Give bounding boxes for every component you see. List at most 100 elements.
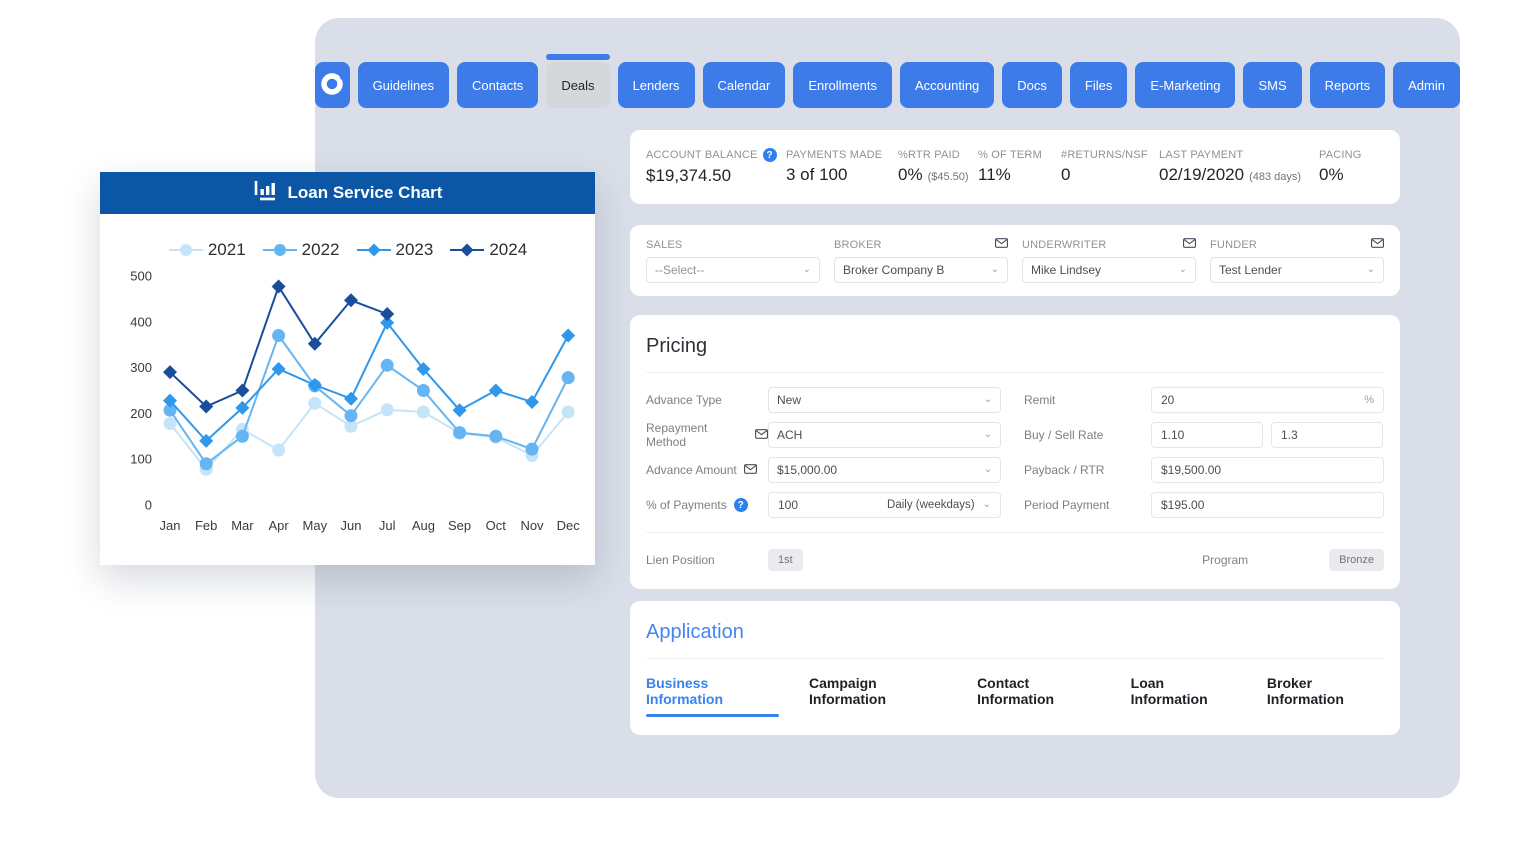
nav-item-lenders[interactable]: Lenders [617,62,695,108]
nav-item-deals[interactable]: Deals [546,54,610,108]
tab-loan-information[interactable]: Loan Information [1131,675,1237,717]
divider [646,372,1384,373]
payment-frequency-select[interactable]: Daily (weekdays) ⌄ [887,499,991,511]
nav-label: Deals [561,77,595,93]
svg-text:Jul: Jul [379,518,396,533]
underwriter-select[interactable]: Mike Lindsey ⌄ [1022,257,1196,283]
envelope-icon[interactable] [1370,238,1385,251]
period-payment-row: Period Payment $195.00 [1024,492,1384,518]
app-logo-button[interactable] [315,62,350,108]
advance-type-select[interactable]: New ⌄ [768,387,1001,413]
svg-text:300: 300 [130,360,152,375]
stat-value: 11% [978,165,1011,184]
field-label: FUNDER [1210,238,1258,251]
payback-rtr-input[interactable]: $19,500.00 [1151,457,1384,483]
buy-rate-input[interactable]: 1.10 [1151,422,1263,448]
envelope-icon[interactable] [754,428,769,442]
tab-business-information[interactable]: Business Information [646,675,780,717]
nav-item-calendar[interactable]: Calendar [702,62,786,108]
legend-item-2023[interactable]: 2023 [356,240,433,260]
stat-pacing: PACING 0% [1319,149,1384,185]
tab-label: Broker Information [1266,675,1344,707]
input-value: 20 [1161,393,1175,407]
stat-label: LAST PAYMENT [1159,149,1244,161]
nav-item-admin[interactable]: Admin [1393,62,1460,108]
stat-label: %RTR PAID [898,149,960,161]
nav-item-files[interactable]: Files [1069,62,1128,108]
field-label: % of Payments [646,498,727,512]
percent-of-payments-row: % of Payments? 100 Daily (weekdays) ⌄ [646,492,1001,518]
field-label: UNDERWRITER [1022,238,1107,251]
nav-label: Accounting [914,77,980,93]
envelope-icon[interactable] [1182,238,1197,251]
help-icon[interactable]: ? [762,148,777,162]
chevron-down-icon: ⌄ [1178,264,1187,275]
repayment-method-select[interactable]: ACH ⌄ [768,422,1001,448]
sell-rate-input[interactable]: 1.3 [1271,422,1383,448]
remit-input[interactable]: 20% [1151,387,1384,413]
tab-contact-information[interactable]: Contact Information [977,675,1101,717]
lien-position-badge: 1st [768,549,803,571]
svg-text:400: 400 [130,314,152,329]
help-icon[interactable]: ? [733,498,748,512]
svg-text:Dec: Dec [557,518,581,533]
tab-broker-information[interactable]: Broker Information [1267,675,1384,717]
divider [646,658,1384,659]
nav-item-docs[interactable]: Docs [1002,62,1062,108]
tab-campaign-information[interactable]: Campaign Information [809,675,947,717]
legend-marker-icon [168,244,203,256]
envelope-icon[interactable] [743,463,757,477]
percent-of-payments-input[interactable]: 100 Daily (weekdays) ⌄ [768,492,1001,518]
nav-item-guidelines[interactable]: Guidelines [357,62,449,108]
svg-text:200: 200 [130,406,152,421]
underwriter-column: UNDERWRITER Mike Lindsey ⌄ [1022,238,1197,283]
nav-item-reports[interactable]: Reports [1309,62,1386,108]
advance-amount-select[interactable]: $15,000.00 ⌄ [768,457,1001,483]
nav-item-accounting[interactable]: Accounting [899,62,995,108]
legend-item-2024[interactable]: 2024 [449,240,527,260]
divider [646,532,1384,533]
envelope-icon[interactable] [994,238,1009,251]
funder-column: FUNDER Test Lender ⌄ [1210,238,1385,283]
loan-service-line-chart: 0 100 200 300 400 500 Jan Feb Mar Apr May Jun Jul Aug… [130,269,581,534]
nav-label: Enrollments [808,77,877,93]
application-title: Application [646,621,744,643]
field-label: BROKER [834,238,882,251]
select-value: Daily (weekdays) [887,499,975,511]
nav-label: Contacts [472,77,524,93]
broker-select[interactable]: Broker Company B ⌄ [834,257,1008,283]
period-payment-input[interactable]: $195.00 [1151,492,1384,518]
advance-type-row: Advance Type New ⌄ [646,387,1001,413]
sales-select[interactable]: --Select-- ⌄ [646,256,820,283]
input-value: $19,500.00 [1161,463,1222,477]
nav-item-e-marketing[interactable]: E-Marketing [1135,62,1236,108]
input-value: 1.3 [1281,428,1298,442]
field-label: Remit [1024,393,1056,407]
buy-sell-rate-row: Buy / Sell Rate 1.10 1.3 [1024,422,1384,448]
nav-label: Lenders [632,77,680,93]
app-panel: Guidelines Contacts Deals Lenders Calend… [315,18,1460,798]
tab-label: Contact Information [977,675,1055,707]
select-value: $15,000.00 [777,463,838,477]
stat-label: ACCOUNT BALANCE [646,149,758,161]
chart-header: Loan Service Chart [100,172,595,214]
nav-item-enrollments[interactable]: Enrollments [793,62,892,108]
tab-label: Loan Information [1130,675,1208,707]
nav-item-sms[interactable]: SMS [1243,62,1302,108]
legend-item-2021[interactable]: 2021 [168,240,246,260]
field-label: Advance Amount [646,463,737,477]
legend-label: 2022 [301,240,340,259]
stat-value: 0% [1319,165,1344,184]
stat-last-payment: LAST PAYMENT 02/19/2020 (483 days) [1159,149,1319,185]
remit-row: Remit 20% [1024,387,1384,413]
chevron-down-icon: ⌄ [802,263,811,275]
select-value: ACH [777,428,803,442]
legend-item-2022[interactable]: 2022 [262,240,340,260]
percent-suffix: % [1364,394,1374,406]
nav-item-contacts[interactable]: Contacts [457,62,539,108]
funder-select[interactable]: Test Lender ⌄ [1210,257,1384,283]
stat-returns-nsf: #RETURNS/NSF 0 [1061,149,1159,185]
field-label: Payback / RTR [1024,463,1105,477]
active-tab-underline [646,714,780,717]
bar-chart-icon [253,180,277,206]
